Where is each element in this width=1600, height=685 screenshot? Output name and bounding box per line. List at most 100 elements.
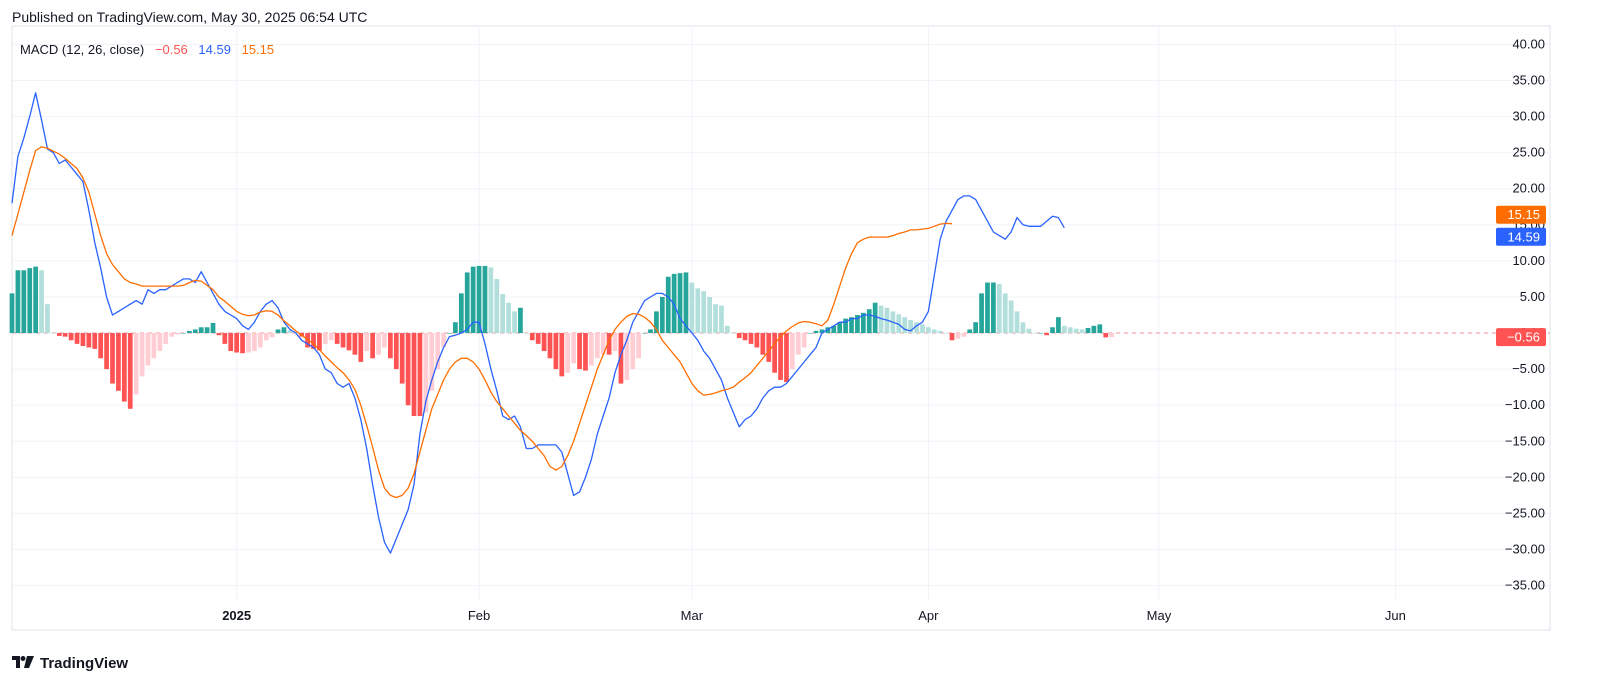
histogram-bar	[1073, 328, 1079, 334]
histogram-bar	[287, 330, 293, 334]
histogram-bar	[216, 333, 222, 336]
histogram-bar	[636, 333, 642, 359]
y-tick-label: −15.00	[1505, 433, 1545, 448]
histogram-bar	[210, 322, 216, 334]
histogram-bar	[186, 330, 192, 334]
x-tick-label: May	[1147, 608, 1172, 623]
histogram-bar	[334, 333, 340, 344]
histogram-bar	[795, 333, 801, 355]
histogram-bar	[1061, 325, 1067, 334]
published-info: Published on TradingView.com, May 30, 20…	[12, 9, 368, 25]
histogram-bar	[246, 333, 251, 353]
histogram-bar	[594, 333, 600, 359]
histogram-bar	[878, 305, 884, 334]
y-tick-label: −35.00	[1505, 578, 1545, 593]
histogram-bar	[346, 333, 352, 351]
histogram-bar	[600, 333, 606, 355]
histogram-bar	[612, 333, 618, 352]
histogram-bar	[488, 267, 494, 334]
histogram-bar	[707, 296, 712, 334]
histogram-bar	[1002, 293, 1008, 334]
y-tick-label: 30.00	[1512, 109, 1545, 124]
histogram-bar	[376, 333, 381, 355]
legend-macd-value: 14.59	[198, 42, 231, 57]
histogram-bar	[925, 327, 931, 334]
histogram-bar	[240, 333, 245, 354]
histogram-bar	[523, 333, 529, 334]
histogram-bar	[388, 333, 393, 359]
histogram-bar	[760, 333, 766, 355]
histogram-bar	[175, 333, 180, 335]
histogram-bar	[866, 309, 872, 334]
histogram-bar	[482, 265, 488, 334]
histogram-bar	[74, 333, 80, 344]
histogram-bar	[937, 330, 943, 334]
histogram-bar	[659, 296, 665, 334]
histogram-bar	[807, 333, 813, 334]
y-tick-label: 20.00	[1512, 181, 1545, 196]
histogram-bar	[458, 293, 464, 334]
histogram-bar	[606, 333, 612, 355]
histogram-bar	[683, 272, 689, 334]
y-tick-label: −25.00	[1505, 505, 1545, 520]
histogram-bar	[145, 333, 151, 366]
histogram-bar	[1067, 327, 1073, 334]
histogram-bar	[411, 333, 417, 417]
histogram-bar	[311, 333, 316, 349]
histogram-bar	[1085, 327, 1091, 334]
histogram-bar	[275, 329, 281, 334]
histogram-bar	[139, 333, 145, 377]
histogram-bar	[222, 333, 228, 344]
histogram-bar	[441, 333, 446, 348]
indicator-legend[interactable]: MACD (12, 26, close) −0.56 14.59 15.15	[20, 42, 281, 57]
histogram-bar	[169, 333, 174, 337]
histogram-bar	[269, 333, 275, 338]
histogram-bar	[80, 333, 86, 347]
brand-name: TradingView	[40, 655, 129, 672]
histogram-bar	[991, 282, 996, 334]
histogram-bar	[45, 304, 50, 334]
histogram-bar	[736, 333, 742, 339]
histogram-bar	[955, 333, 961, 339]
histogram-bar	[1056, 317, 1061, 334]
histogram-bar	[642, 333, 647, 334]
histogram-bar	[535, 333, 541, 344]
histogram-bar	[1014, 311, 1020, 334]
histogram-bar	[577, 333, 582, 370]
histogram-bar	[257, 333, 263, 348]
histogram-bar	[931, 329, 937, 334]
histogram-bar	[547, 333, 553, 359]
histogram-bar	[1091, 325, 1097, 334]
histogram-bar	[902, 317, 908, 334]
tradingview-brand[interactable]: TradingView	[12, 655, 128, 672]
histogram-bar	[92, 333, 98, 349]
histogram-bar	[559, 333, 565, 377]
x-tick-label: Feb	[468, 608, 490, 623]
histogram-bar	[967, 329, 973, 334]
histogram-bar	[27, 268, 33, 334]
histogram-bar	[778, 333, 783, 380]
histogram-bar	[713, 304, 718, 334]
histogram-bar	[996, 283, 1002, 334]
histogram-bar	[417, 333, 423, 417]
price-axis[interactable]: 40.0035.0030.0025.0020.0015.0010.005.000…	[1505, 36, 1545, 592]
histogram-bar	[453, 322, 458, 334]
histogram-bar	[896, 314, 902, 334]
histogram-bar	[772, 333, 778, 373]
histogram-bar	[317, 333, 322, 351]
x-tick-label: Mar	[681, 608, 704, 623]
histogram-bar	[56, 333, 62, 336]
histogram-series	[9, 265, 1114, 417]
time-axis[interactable]: 2025 Feb Mar Apr May Jun	[222, 608, 1406, 623]
legend-histogram-value: −0.56	[154, 42, 188, 57]
signal-last-value-label-bg	[1496, 205, 1546, 224]
histogram-bar	[565, 333, 571, 373]
histogram-bar	[949, 333, 955, 341]
histogram-bar	[766, 333, 772, 362]
histogram-bar	[695, 288, 701, 334]
histogram-bar	[399, 333, 405, 384]
histogram-bar	[494, 278, 500, 334]
x-tick-label: Apr	[918, 608, 939, 623]
histogram-bar	[121, 333, 127, 402]
